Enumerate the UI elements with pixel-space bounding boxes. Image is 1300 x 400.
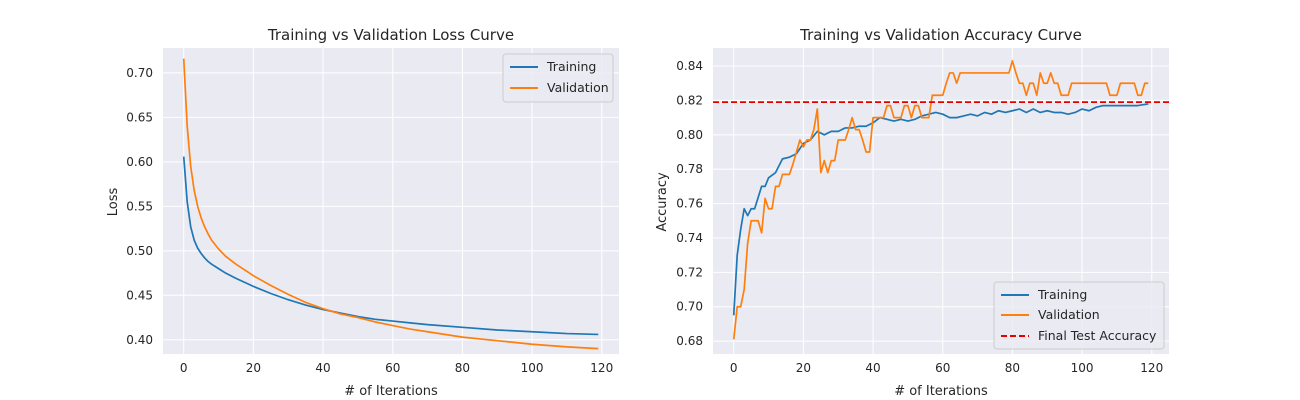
- loss-x-tick-label: 40: [315, 361, 330, 375]
- accuracy-chart: Training vs Validation Accuracy Curve 0 2…: [655, 26, 1169, 399]
- accuracy-chart-title: Training vs Validation Accuracy Curve: [799, 26, 1082, 44]
- accuracy-legend-training-label: Training: [1037, 287, 1087, 302]
- accuracy-y-tick-label: 0.84: [676, 59, 703, 73]
- accuracy-y-tick-label: 0.74: [676, 231, 703, 245]
- loss-legend: Training Validation: [502, 53, 614, 103]
- loss-y-tick-label: 0.40: [126, 333, 153, 347]
- accuracy-x-axis-label: # of Iterations: [894, 384, 988, 399]
- accuracy-x-tick-label: 100: [1071, 361, 1094, 375]
- loss-x-tick-label: 0: [180, 361, 188, 375]
- loss-lines: [182, 58, 599, 350]
- loss-x-tick-label: 20: [246, 361, 261, 375]
- loss-x-tick-label: 100: [521, 361, 544, 375]
- loss-x-tick-label: 80: [455, 361, 470, 375]
- accuracy-x-tick-label: 0: [730, 361, 738, 375]
- accuracy-x-tick-label: 20: [796, 361, 811, 375]
- loss-y-axis-label: Loss: [106, 188, 121, 217]
- accuracy-y-tick-label: 0.70: [676, 300, 703, 314]
- loss-y-tick-label: 0.55: [126, 199, 153, 213]
- accuracy-lines: [713, 60, 1169, 340]
- accuracy-y-tick-label: 0.76: [676, 197, 703, 211]
- accuracy-y-tick-label: 0.72: [676, 265, 703, 279]
- loss-legend-validation-label: Validation: [547, 80, 609, 95]
- loss-y-tick-label: 0.45: [126, 288, 153, 302]
- accuracy-legend-test-label: Final Test Accuracy: [1038, 328, 1157, 343]
- accuracy-legend-box: [993, 281, 1165, 350]
- accuracy-series-validation-line: [732, 60, 1149, 340]
- loss-y-tick-label: 0.60: [126, 155, 153, 169]
- accuracy-y-tick-label: 0.68: [676, 334, 703, 348]
- accuracy-grid: [713, 48, 1169, 354]
- accuracy-y-tick-label: 0.80: [676, 128, 703, 142]
- accuracy-x-tick-label: 120: [1140, 361, 1163, 375]
- accuracy-x-tick-label: 80: [1005, 361, 1020, 375]
- loss-x-axis-label: # of Iterations: [344, 384, 438, 399]
- accuracy-ticks: 0 20 40 60 80 100 120 0.68 0.70 0.72 0.74 0.76 0.78 0…: [676, 59, 1163, 375]
- accuracy-x-tick-label: 40: [865, 361, 880, 375]
- accuracy-x-tick-label: 60: [935, 361, 950, 375]
- loss-x-tick-label: 60: [385, 361, 400, 375]
- accuracy-legend-validation-label: Validation: [1038, 307, 1100, 322]
- loss-y-tick-label: 0.50: [126, 244, 153, 258]
- accuracy-y-tick-label: 0.78: [676, 162, 703, 176]
- loss-y-tick-label: 0.65: [126, 110, 153, 124]
- accuracy-y-axis-label: Accuracy: [655, 172, 670, 232]
- loss-x-tick-label: 120: [590, 361, 613, 375]
- loss-y-tick-label: 0.70: [126, 66, 153, 80]
- accuracy-legend: Training Validation Final Test Accuracy: [993, 281, 1165, 350]
- loss-grid: [163, 48, 619, 354]
- loss-legend-training-label: Training: [546, 59, 596, 74]
- loss-chart-title: Training vs Validation Loss Curve: [267, 26, 514, 44]
- loss-series-validation-line: [182, 58, 599, 350]
- loss-ticks: 0 20 40 60 80 100 120 0.40 0.45 0.50 0.55 0.60 0.65 0…: [126, 66, 613, 375]
- accuracy-y-tick-label: 0.82: [676, 93, 703, 107]
- loss-chart: Training vs Validation Loss Curve 0 20 40 6…: [106, 26, 619, 399]
- accuracy-series-training-line: [732, 103, 1149, 316]
- loss-series-training-line: [182, 156, 599, 336]
